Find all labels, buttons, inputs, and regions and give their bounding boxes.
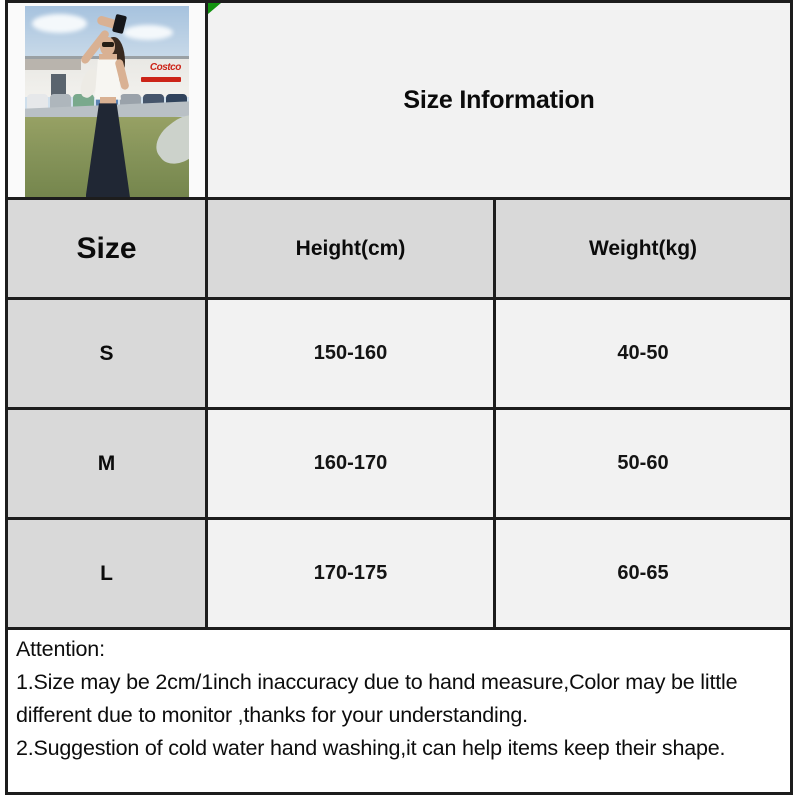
- photo-store-sign-banner: [140, 76, 181, 82]
- photo-car: [50, 94, 72, 110]
- page-title-cell: Size Information: [208, 3, 790, 200]
- page-title: Size Information: [403, 85, 595, 114]
- row-m-size-label: M: [8, 410, 208, 520]
- product-photo: Costco: [25, 6, 189, 197]
- photo-store-entrance: [51, 73, 66, 97]
- column-header-size: Size: [8, 200, 208, 300]
- column-header-height: Height(cm): [208, 200, 496, 300]
- row-l-height-value: 170-175: [208, 520, 496, 630]
- photo-car: [27, 94, 49, 110]
- column-header-weight: Weight(kg): [496, 200, 790, 300]
- row-s-height-value: 150-160: [208, 300, 496, 410]
- row-m-height-value: 160-170: [208, 410, 496, 520]
- row-m-weight-value: 50-60: [496, 410, 790, 520]
- row-s-weight-value: 40-50: [496, 300, 790, 410]
- attention-note-1: 1.Size may be 2cm/1inch inaccuracy due t…: [16, 670, 738, 727]
- photo-cloud: [123, 25, 173, 41]
- photo-model-waist: [100, 96, 117, 105]
- photo-sunglasses: [102, 42, 115, 48]
- photo-cloud: [31, 13, 88, 33]
- attention-note-2: 2.Suggestion of cold water hand washing,…: [16, 736, 726, 760]
- photo-store-sign: Costco: [149, 62, 181, 74]
- attention-heading: Attention:: [16, 637, 105, 661]
- row-l-size-label: L: [8, 520, 208, 630]
- row-s-size-label: S: [8, 300, 208, 410]
- excel-error-marker-icon: [208, 3, 221, 14]
- photo-store-roof: [25, 58, 81, 71]
- row-l-weight-value: 60-65: [496, 520, 790, 630]
- attention-section: Attention: 1.Size may be 2cm/1inch inacc…: [8, 630, 790, 792]
- product-photo-cell: Costco: [8, 3, 208, 200]
- size-chart-sheet: Costco: [5, 0, 793, 795]
